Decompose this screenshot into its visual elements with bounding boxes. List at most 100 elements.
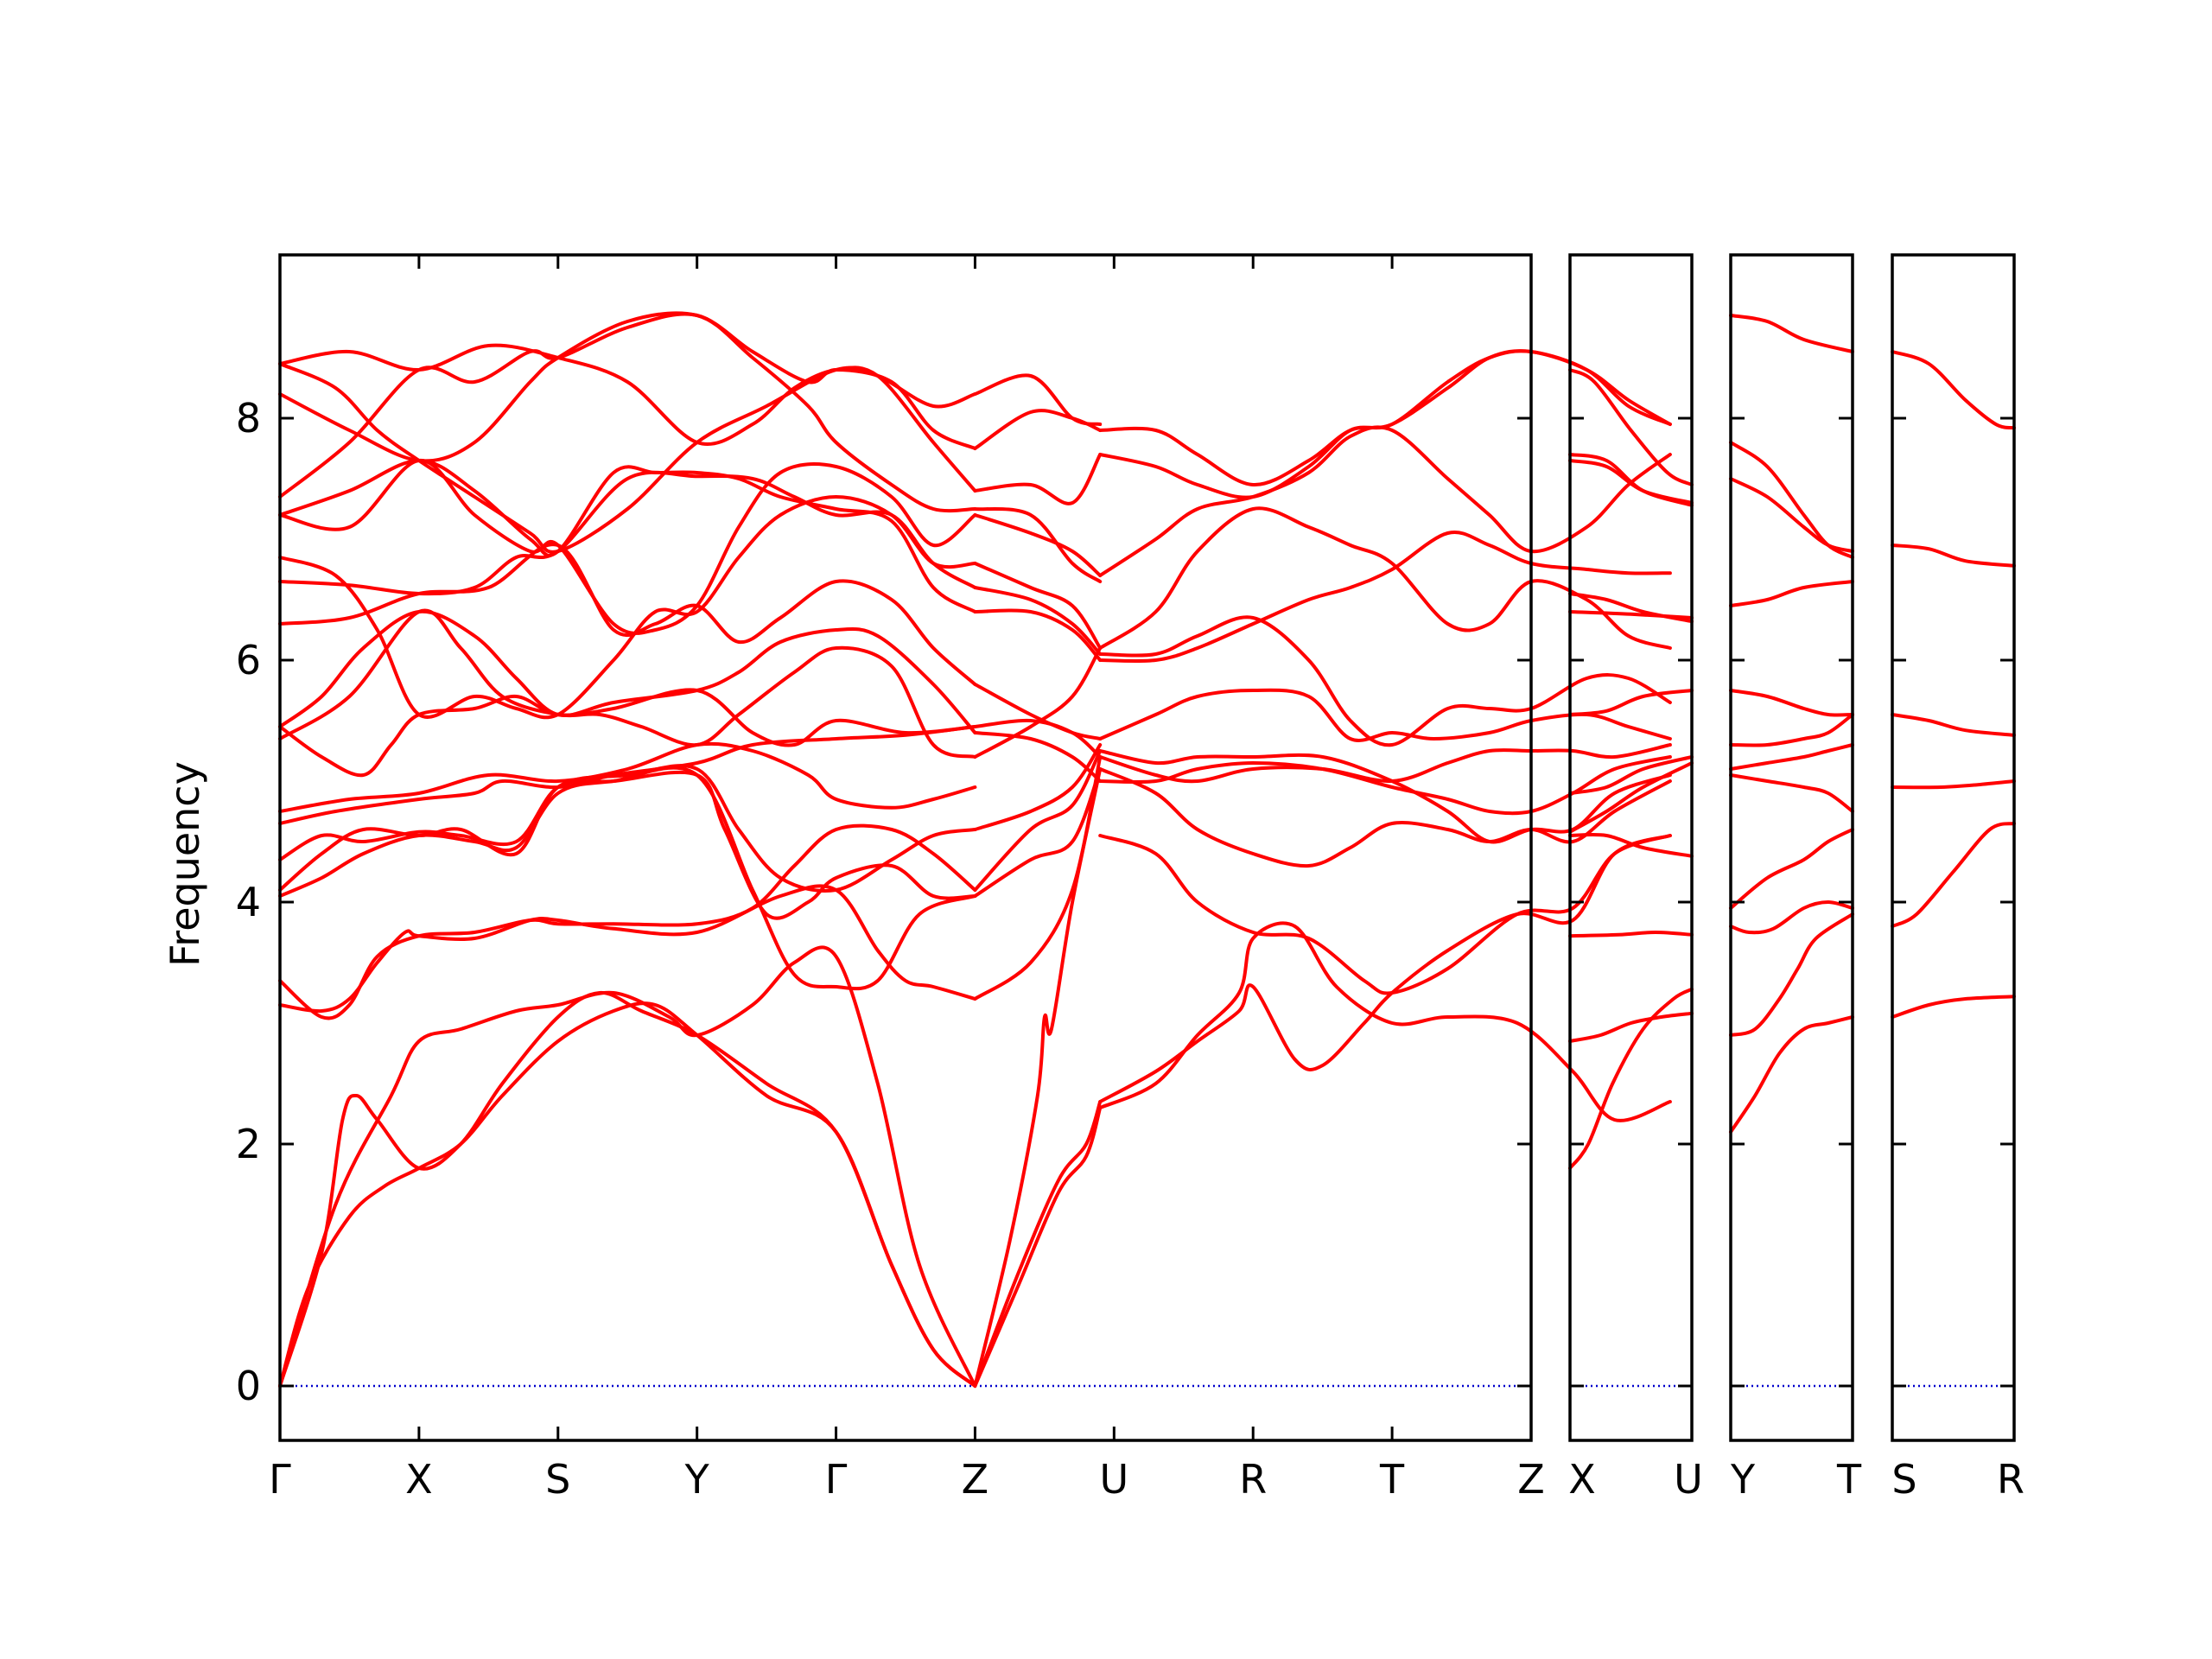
phonon-band-5 [1729,773,1854,813]
phonon-band-27 [973,767,1103,898]
phonon-band-8 [1568,610,1694,620]
phonon-band-28 [973,749,1103,892]
phonon-band-9 [1568,592,1694,624]
x-tick-label: X [405,1456,433,1503]
y-tick-label: 4 [236,879,261,925]
phonon-band-42 [1098,921,1672,1122]
phonon-band-54 [1098,349,1672,499]
phonon-band-4 [278,884,977,1014]
panel-frame [1568,253,1694,1442]
phonon-band-4 [1891,713,2016,737]
phonon-band-35 [973,586,1103,656]
phonon-band-1 [1568,987,1694,1170]
x-tick-label: U [1099,1456,1128,1503]
phonon-band-2 [1729,912,1854,1037]
panel-frame [278,253,1533,1442]
phonon-band-38 [973,506,1103,583]
phonon-band-12 [1568,368,1694,486]
phonon-band-5 [1891,543,2016,568]
phonon-band-6 [1729,743,1854,771]
x-tick-label: Γ [825,1456,848,1503]
phonon-band-16 [278,495,977,720]
phonon-band-34 [973,608,1103,662]
phonon-band-12 [1729,314,1854,353]
phonon-band-52 [1098,506,1672,650]
phonon-band-11 [1568,453,1694,507]
phonon-band-33 [973,683,1103,741]
phonon-band-22 [278,362,977,554]
phonon-band-39 [973,453,1103,505]
phonon-band-47 [1098,743,1672,784]
phonon-band-5 [278,823,977,1020]
phonon-band-51 [1098,531,1672,664]
y-tick-label: 8 [236,395,261,442]
phonon-band-7 [1568,689,1694,716]
panel-1: Γ X S Y Γ Z U R T Z 0 2 4 6 8 [236,253,1672,1503]
phonon-band-20 [278,311,977,463]
x-tick-label: T [1836,1456,1862,1503]
x-tick-label: S [1891,1456,1916,1503]
phonon-band-43 [1098,834,1672,1103]
phonon-band-4 [1729,828,1854,910]
phonon-band-3 [1729,900,1854,935]
phonon-band-3 [1568,931,1694,938]
phonon-band-7 [278,764,977,893]
phonon-band-50 [1098,615,1672,747]
y-tick-label: 2 [236,1121,261,1167]
panel-frame [1891,253,2016,1442]
phonon-band-29 [973,743,1103,831]
phonon-band-30 [973,646,1103,759]
phonon-band-48 [1098,749,1672,844]
phonon-band-8 [278,770,977,920]
phonon-band-2 [1568,1011,1694,1043]
phonon-band-23 [973,1106,1103,1388]
y-axis-label: Frequency [162,761,208,967]
phonon-band-1 [1891,995,2016,1019]
phonon-band-41 [973,373,1103,426]
x-tick-label: Z [1517,1456,1545,1503]
phonon-band-3 [1891,779,2016,790]
phonon-band-24 [973,1100,1103,1388]
x-tick-label: U [1674,1456,1703,1503]
phonon-band-10 [278,741,977,813]
phonon-band-6 [1568,755,1694,795]
x-tick-label: Z [962,1456,989,1503]
phonon-band-13 [278,609,977,734]
x-tick-label: Y [1730,1456,1756,1503]
y-tick-label: 0 [236,1363,261,1409]
phonon-band-11 [278,688,977,778]
phonon-band-40 [973,409,1103,450]
phonon-band-14 [278,543,977,686]
phonon-band-5 [1568,761,1694,834]
phonon-band-45 [1098,767,1672,868]
phonon-band-7 [1729,713,1854,747]
x-tick-label: T [1379,1456,1405,1503]
x-tick-label: Y [684,1456,710,1503]
phonon-band-31 [973,731,1103,783]
phonon-band-4 [1568,832,1694,858]
phonon-band-8 [1729,689,1854,717]
y-tick-label: 6 [236,637,261,683]
phonon-band-37 [973,513,1103,577]
x-tick-label: R [1239,1456,1267,1503]
phonon-band-36 [973,562,1103,650]
phonon-band-2 [278,990,977,1388]
phonon-band-11 [1729,441,1854,559]
x-tick-label: X [1568,1456,1596,1503]
phonon-band-10 [1729,477,1854,553]
phonon-band-53 [1098,425,1672,577]
phonon-band-2 [1891,822,2016,928]
phonon-band-6 [1891,350,2016,430]
phonon-band-9 [278,725,977,825]
phonon-band-26 [973,755,1103,1001]
x-tick-label: R [1997,1456,2024,1503]
panel-frame [1729,253,1854,1442]
phonon-band-1 [1729,1015,1854,1134]
x-tick-label: Γ [269,1456,291,1503]
phonon-band-3 [278,945,977,1388]
phonon-band-44 [1098,834,1672,995]
